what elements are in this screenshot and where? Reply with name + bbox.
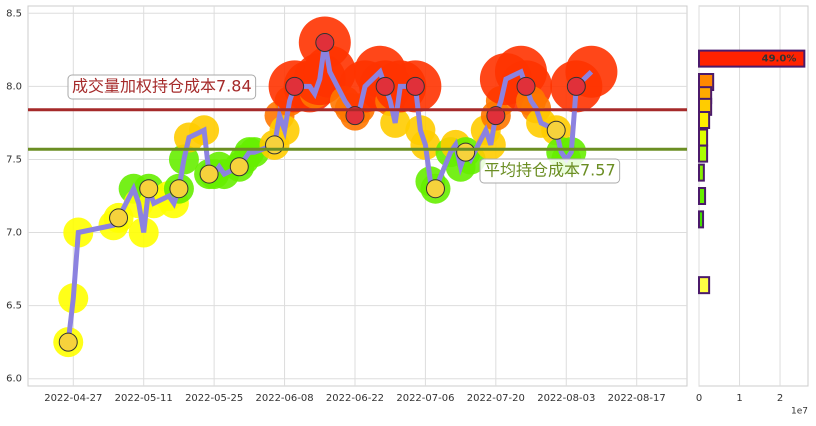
bar <box>698 163 705 182</box>
fruit-icon <box>516 76 536 96</box>
fruit-icon <box>169 179 189 199</box>
y-tick-label: 8.0 <box>6 81 22 92</box>
fruit-icon <box>405 76 425 96</box>
bar <box>698 187 707 205</box>
fruit-icon <box>229 157 249 177</box>
bar <box>698 210 705 229</box>
fruit-icon <box>315 33 335 53</box>
y-tick-label: 8.5 <box>6 8 22 19</box>
fruit-icon <box>264 135 284 155</box>
y-tick-label: 7.0 <box>6 228 22 239</box>
x-tick-label: 2022-05-11 <box>115 393 173 404</box>
cost-label-box <box>479 158 621 184</box>
x-tick-label: 2022-04-27 <box>44 393 102 404</box>
x-tick-label: 2022-06-22 <box>326 393 384 404</box>
x-tick-label: 0 <box>696 393 702 404</box>
x-tick-label: 2022-07-06 <box>396 393 454 404</box>
fruit-icon <box>199 164 219 184</box>
x-offset-label: 1e7 <box>791 407 808 417</box>
fruit-icon <box>456 142 476 162</box>
bar <box>698 276 711 295</box>
cost-label: 平均持仓成本7.57 <box>484 161 616 180</box>
x-tick-label: 2022-05-25 <box>185 393 243 404</box>
x-tick-label: 2 <box>777 393 783 404</box>
fruit-icon <box>139 179 159 199</box>
x-tick-label: 2022-07-20 <box>467 393 525 404</box>
bar <box>698 49 806 68</box>
y-tick-label: 6.0 <box>6 374 22 385</box>
bar <box>698 128 709 147</box>
y-tick-label: 6.5 <box>6 301 22 312</box>
fruit-icon <box>58 332 78 352</box>
bar <box>698 144 709 163</box>
bar-plot-area <box>698 5 809 387</box>
x-tick-label: 2022-08-17 <box>608 393 666 404</box>
y-tick-label: 7.5 <box>6 154 22 165</box>
fruit-icon <box>425 179 445 199</box>
x-tick-label: 2022-06-08 <box>255 393 313 404</box>
bar <box>698 111 711 129</box>
fruit-icon <box>285 76 305 96</box>
fruit-icon <box>109 208 129 228</box>
x-tick-label: 1 <box>736 393 742 404</box>
fruit-icon <box>375 76 395 96</box>
cost-label-box <box>67 74 257 100</box>
fruit-icon <box>566 76 586 96</box>
cost-label: 成交量加权持仓成本7.84 <box>72 77 252 96</box>
fruit-icon <box>546 120 566 140</box>
x-tick-label: 2022-08-03 <box>537 393 595 404</box>
bar-label: 49.0% <box>762 54 797 65</box>
